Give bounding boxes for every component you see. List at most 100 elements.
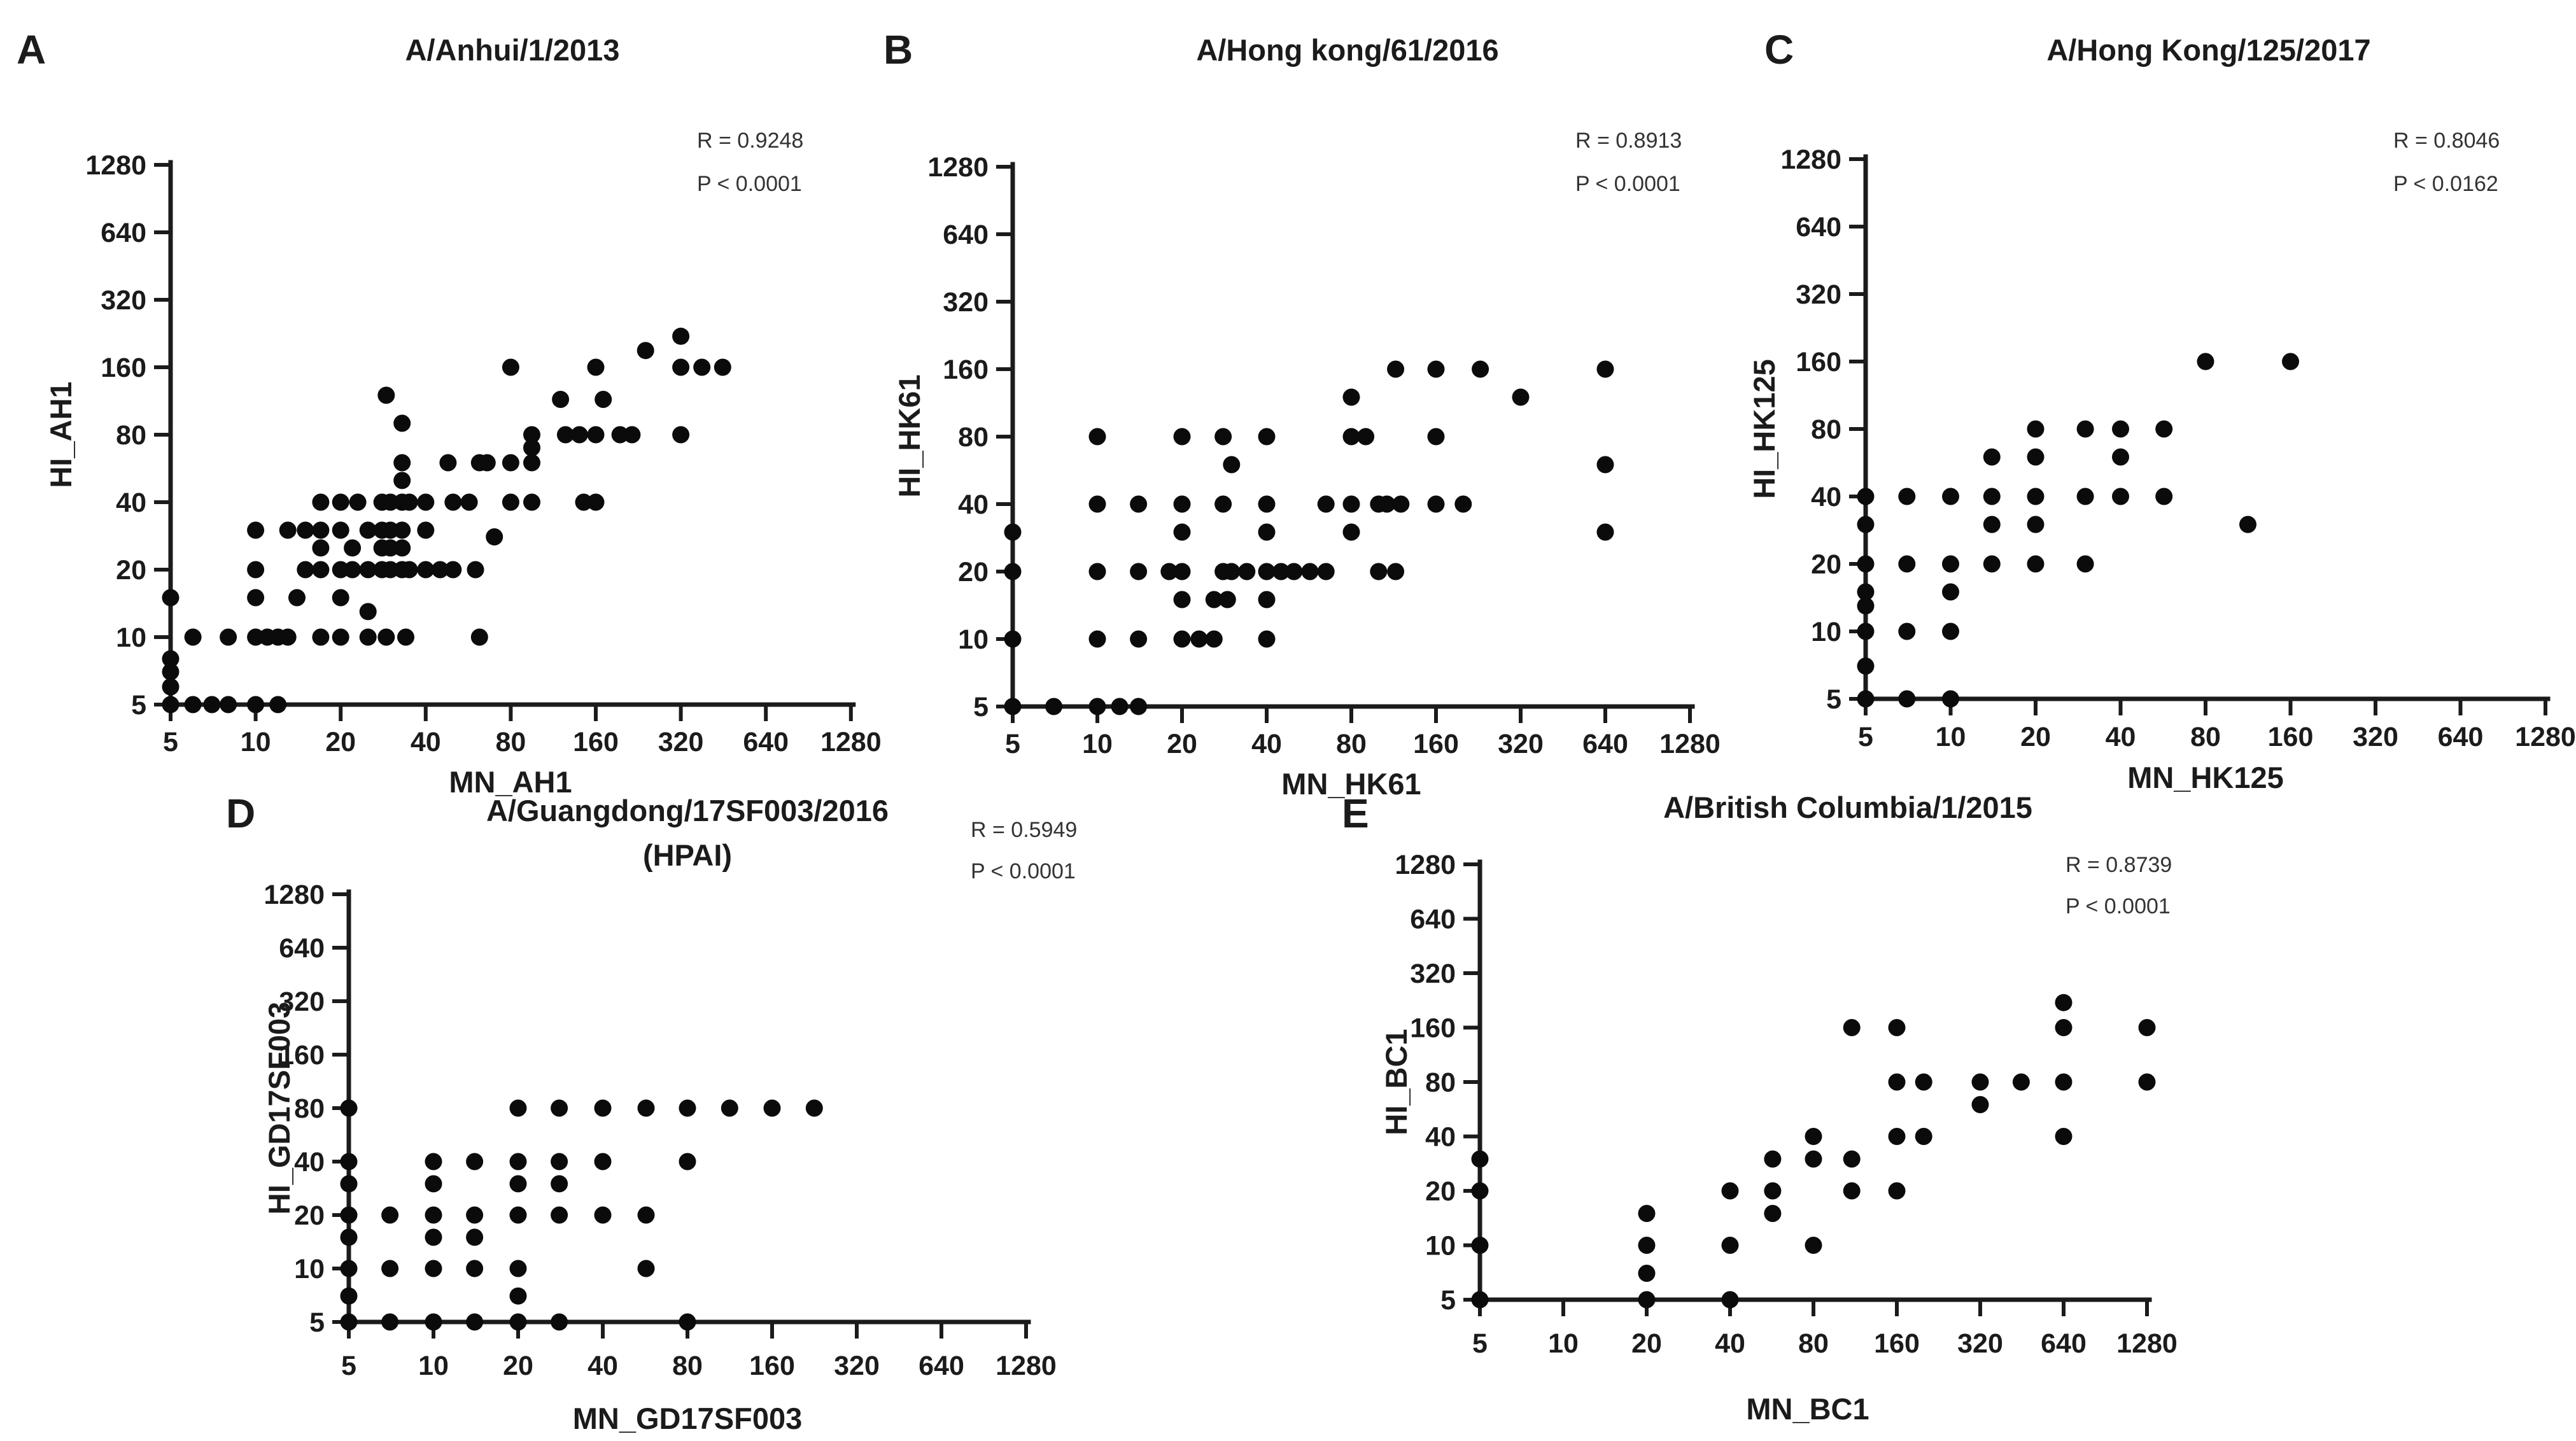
data-point — [359, 628, 377, 646]
data-point — [1088, 428, 1106, 446]
data-point — [1088, 563, 1106, 580]
data-point — [1205, 591, 1223, 608]
data-point — [1638, 1237, 1656, 1254]
data-point — [312, 561, 330, 579]
y-tick-label: 160 — [943, 355, 989, 385]
data-point — [679, 1099, 696, 1117]
x-tick-label: 160 — [1413, 729, 1459, 759]
x-tick-label: 320 — [1498, 729, 1544, 759]
data-point — [1857, 597, 1875, 615]
x-tick-label: 640 — [2041, 1328, 2087, 1359]
x-tick-label: 640 — [1582, 729, 1628, 759]
data-point — [400, 561, 418, 579]
panel-E-britishcolumbia: E A/British Columbia/1/2015 R = 0.8739 P < … — [1305, 757, 2272, 1441]
data-point — [162, 696, 179, 713]
x-tick-label: 5 — [1472, 1328, 1488, 1359]
chart-svg-D: D A/Guangdong/17SF003/2016 (HPAI) R = 0.594… — [226, 791, 1077, 1435]
x-tick-label: 40 — [2106, 722, 2136, 752]
data-point — [247, 696, 265, 713]
data-point — [312, 521, 330, 539]
y-tick-label: 1280 — [927, 152, 989, 183]
data-point — [1805, 1237, 1822, 1254]
data-point — [2027, 555, 2045, 573]
data-point — [2055, 1073, 2073, 1091]
data-point — [1190, 630, 1208, 648]
y-tick-label: 40 — [958, 489, 989, 520]
data-point — [2112, 420, 2129, 438]
data-point — [2155, 420, 2173, 438]
data-point — [203, 696, 221, 713]
x-tick-label: 160 — [573, 727, 619, 757]
data-point — [279, 628, 297, 646]
y-tick-label: 5 — [1826, 684, 1841, 715]
y-tick-label: 320 — [101, 285, 146, 316]
data-point — [1301, 563, 1319, 580]
data-point — [2027, 516, 2045, 533]
data-point — [2112, 448, 2129, 466]
data-point — [1045, 698, 1063, 715]
y-tick-label: 1280 — [264, 880, 325, 910]
data-point — [1721, 1182, 1739, 1200]
x-tick-label: 10 — [1548, 1328, 1579, 1359]
y-axis-title: HI_HK125 — [1747, 359, 1781, 498]
x-tick-label: 320 — [834, 1351, 880, 1381]
data-point — [637, 1260, 655, 1277]
data-point — [220, 696, 237, 713]
data-point — [444, 493, 462, 511]
x-tick-label: 320 — [658, 727, 704, 757]
data-point — [1088, 495, 1106, 513]
data-point — [1223, 563, 1241, 580]
data-point — [162, 678, 179, 696]
data-point — [509, 1099, 527, 1117]
x-tick-label: 1280 — [996, 1351, 1057, 1381]
data-point — [425, 1313, 442, 1331]
data-point — [1258, 563, 1276, 580]
y-tick-label: 10 — [294, 1254, 325, 1284]
data-point — [551, 1153, 568, 1170]
data-point — [393, 539, 411, 557]
y-tick-label: 1280 — [1395, 850, 1456, 880]
data-point — [1317, 563, 1335, 580]
y-tick-label: 160 — [101, 353, 146, 383]
data-point — [1638, 1291, 1656, 1309]
data-point — [1378, 495, 1396, 513]
r-value-label: R = 0.9248 — [697, 129, 803, 153]
x-tick-label: 1280 — [1659, 729, 1721, 759]
data-point — [1173, 495, 1191, 513]
y-tick-label: 40 — [294, 1147, 325, 1177]
x-tick-label: 40 — [1715, 1328, 1745, 1359]
data-point — [1258, 495, 1276, 513]
data-point — [247, 589, 265, 607]
data-point — [763, 1099, 781, 1117]
y-tick-label: 40 — [116, 488, 146, 518]
data-point — [1983, 516, 2001, 533]
data-point — [1004, 698, 1022, 715]
data-point — [340, 1099, 358, 1117]
y-tick-label: 320 — [1410, 959, 1456, 989]
data-point — [551, 1313, 568, 1331]
data-point — [502, 493, 519, 511]
data-point — [502, 454, 519, 472]
chart-subtitle: (HPAI) — [643, 838, 732, 872]
data-point — [552, 391, 570, 408]
panel-letter: E — [1342, 791, 1369, 836]
data-point — [1088, 630, 1106, 648]
data-point — [1370, 563, 1388, 580]
data-point — [439, 454, 457, 472]
x-axis-title: MN_GD17SF003 — [573, 1402, 803, 1435]
data-point — [509, 1206, 527, 1224]
y-axis-title: HI_AH1 — [44, 381, 78, 488]
data-point — [1471, 1291, 1489, 1309]
data-point — [1454, 495, 1472, 513]
x-tick-label: 640 — [918, 1351, 964, 1381]
data-point — [679, 1153, 696, 1170]
x-axis-title: MN_HK61 — [1281, 767, 1421, 801]
y-tick-label: 20 — [958, 557, 989, 587]
y-axis-title: HI_BC1 — [1379, 1029, 1413, 1135]
data-point — [1238, 563, 1256, 580]
chart-title: A/British Columbia/1/2015 — [1663, 791, 2032, 824]
y-tick-label: 640 — [1796, 212, 1841, 243]
data-point — [297, 561, 314, 579]
data-point — [637, 342, 654, 360]
